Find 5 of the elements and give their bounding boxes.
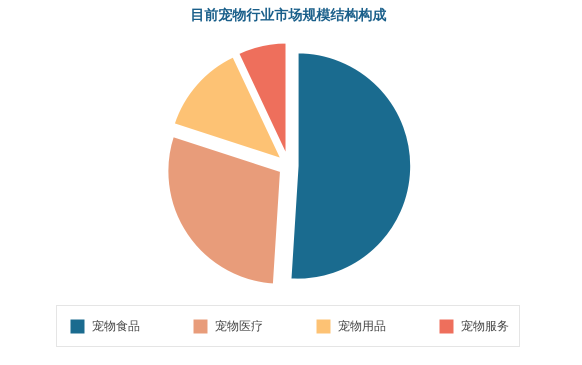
legend-label: 宠物医疗 <box>215 318 263 334</box>
legend-label: 宠物服务 <box>461 318 509 334</box>
legend-label: 宠物用品 <box>338 318 386 334</box>
legend-label: 宠物食品 <box>92 318 140 334</box>
chart-title: 目前宠物行业市场规模结构构成 <box>190 6 386 24</box>
